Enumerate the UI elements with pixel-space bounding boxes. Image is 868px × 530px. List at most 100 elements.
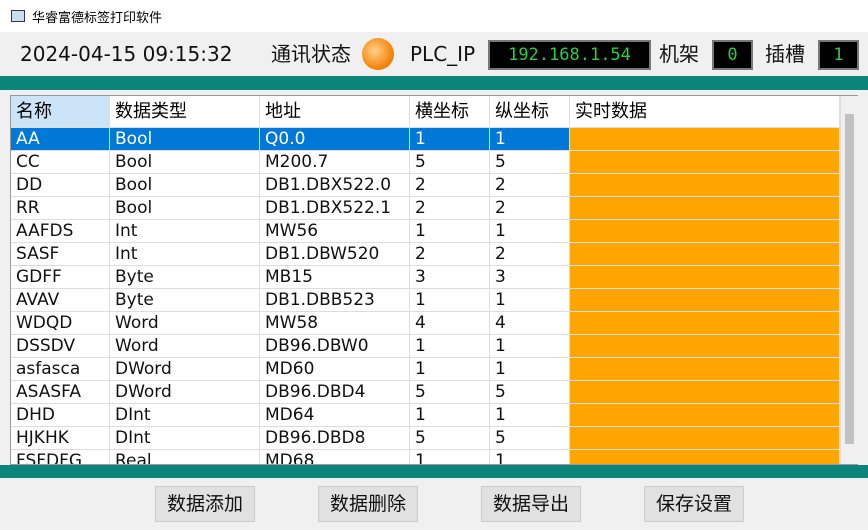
table-cell: RR [11,197,110,220]
table-cell: 2 [410,197,490,220]
comm-label: 通讯状态 [271,42,351,66]
realtime-cell [570,243,840,266]
realtime-cell [570,128,840,151]
slot-display: 1 [818,40,859,70]
table-row[interactable]: CC Bool M200.7 5 5 [11,151,840,174]
table-row[interactable]: asfasca DWord MD60 1 1 [11,358,840,381]
table-cell: 1 [490,289,570,312]
title-bar: 华睿富德标签打印软件 [0,0,868,32]
table-cell: 1 [410,335,490,358]
table-cell: 1 [410,404,490,427]
table-cell: Bool [110,151,260,174]
realtime-cell [570,220,840,243]
realtime-cell [570,289,840,312]
table-row[interactable]: SASF Int DB1.DBW520 2 2 [11,243,840,266]
table-cell: 2 [490,243,570,266]
table-cell: MD64 [260,404,410,427]
table-row[interactable]: FSFDFG Real MD68 1 1 [11,450,840,464]
scroll-thumb[interactable] [845,114,854,444]
table-cell: 1 [490,335,570,358]
table-cell: 4 [410,312,490,335]
selected-row[interactable]: AA Bool Q0.0 1 1 [11,128,840,151]
realtime-cell [570,427,840,450]
realtime-cell [570,174,840,197]
datetime: 2024-04-15 09:15:32 [20,42,233,66]
table-cell: AAFDS [11,220,110,243]
table-cell: FSFDFG [11,450,110,464]
column-header[interactable]: 名称 [11,96,110,128]
table-row[interactable]: GDFF Byte MB15 3 3 [11,266,840,289]
divider [0,76,868,90]
table-cell: DB1.DBX522.0 [260,174,410,197]
table-row[interactable]: DSSDV Word DB96.DBW0 1 1 [11,335,840,358]
action-button[interactable]: 数据删除 [318,486,418,522]
table-cell: DB1.DBB523 [260,289,410,312]
table-cell: 1 [410,358,490,381]
table-cell: Int [110,243,260,266]
table-cell: 5 [410,427,490,450]
table-row[interactable]: AVAV Byte DB1.DBB523 1 1 [11,289,840,312]
table-cell: MB15 [260,266,410,289]
table-cell: DInt [110,404,260,427]
rack-display: 0 [712,40,753,70]
table-row[interactable]: WDQD Word MW58 4 4 [11,312,840,335]
table-row[interactable]: ASASFA DWord DB96.DBD4 5 5 [11,381,840,404]
table-cell: 1 [490,358,570,381]
table-cell: DWord [110,358,260,381]
table-cell: Word [110,312,260,335]
table-row[interactable]: DD Bool DB1.DBX522.0 2 2 [11,174,840,197]
action-button[interactable]: 保存设置 [644,486,744,522]
column-header[interactable]: 地址 [260,96,410,128]
table-cell: 3 [410,266,490,289]
table-cell: Byte [110,289,260,312]
table-cell: MW58 [260,312,410,335]
divider [0,465,868,478]
column-header[interactable]: 横坐标 [410,96,490,128]
table-cell: 1 [410,450,490,464]
realtime-cell [570,335,840,358]
realtime-cell [570,450,840,464]
realtime-cell [570,404,840,427]
table-cell: DSSDV [11,335,110,358]
table-cell: 1 [410,220,490,243]
table-cell: Bool [110,197,260,220]
table-cell: 3 [490,266,570,289]
table-cell: MD68 [260,450,410,464]
table-cell: Bool [110,174,260,197]
rack-label: 机架 [659,42,699,66]
table-cell: Int [110,220,260,243]
table-row[interactable]: AAFDS Int MW56 1 1 [11,220,840,243]
table-cell: ASASFA [11,381,110,404]
table-row[interactable]: HJKHK DInt DB96.DBD8 5 5 [11,427,840,450]
realtime-cell [570,151,840,174]
table-cell: DB1.DBW520 [260,243,410,266]
app-icon [11,10,25,22]
table-row[interactable]: DHD DInt MD64 1 1 [11,404,840,427]
table-cell: 1 [490,450,570,464]
table-cell: AVAV [11,289,110,312]
table-cell: 4 [490,312,570,335]
scrollbar[interactable] [840,96,858,464]
table-cell: CC [11,151,110,174]
ip-display: 192.168.1.54 [488,40,651,70]
table-cell: 2 [410,174,490,197]
realtime-cell [570,266,840,289]
action-button[interactable]: 数据导出 [481,486,581,522]
realtime-cell [570,197,840,220]
column-header[interactable]: 数据类型 [110,96,260,128]
table-cell: DD [11,174,110,197]
table-cell: 1 [490,128,570,151]
table-row[interactable]: RR Bool DB1.DBX522.1 2 2 [11,197,840,220]
table-cell: Real [110,450,260,464]
table-cell: 1 [410,128,490,151]
table-cell: WDQD [11,312,110,335]
action-button[interactable]: 数据添加 [155,486,255,522]
table-cell: DHD [11,404,110,427]
realtime-cell [570,312,840,335]
table-cell: Bool [110,128,260,151]
table-cell: SASF [11,243,110,266]
table-cell: HJKHK [11,427,110,450]
column-header[interactable]: 实时数据 [570,96,840,128]
column-header[interactable]: 纵坐标 [490,96,570,128]
window-title: 华睿富德标签打印软件 [32,11,163,26]
